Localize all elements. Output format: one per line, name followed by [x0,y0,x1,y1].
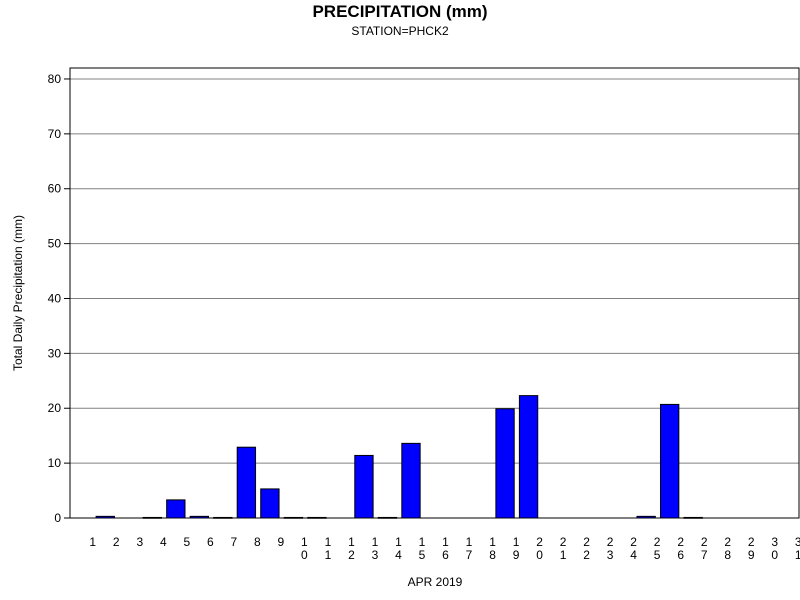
bar-day-20 [518,395,539,519]
y-tick-label: 80 [48,72,62,86]
y-tick-label: 40 [48,291,62,305]
chart-subtitle: STATION=PHCK2 [351,24,449,38]
x-tick-label: 4 [160,535,167,549]
bars [95,395,703,519]
y-axis-label: Total Daily Precipitation (mm) [11,215,25,371]
y-axis: 0 10 20 30 40 50 60 70 80 [48,72,70,525]
bar-day-19 [495,408,515,519]
x-tick-label: 2 [113,535,120,549]
y-tick-label: 30 [48,346,62,360]
grid-lines [70,78,799,464]
y-tick-label: 20 [48,401,62,415]
bar-day-27 [683,516,703,519]
plot-frame [69,67,800,519]
bar-day-8 [236,446,257,519]
y-tick-label: 60 [48,182,62,196]
bar-day-15 [401,442,421,519]
y-tick-label: 50 [48,237,62,251]
y-tick-label: 70 [48,127,62,141]
bar-day-5 [166,499,186,519]
bar-day-25 [636,515,656,519]
bar-day-14 [377,516,398,519]
x-axis-label: APR 2019 [408,575,463,589]
bar-day-4 [142,516,162,519]
bar-day-10 [283,516,304,519]
bar-day-2 [95,515,115,519]
x-tick-label: 7 [231,535,238,549]
y-tick-label: 10 [48,456,62,470]
chart-title: PRECIPITATION (mm) [312,2,487,21]
bar-day-13 [354,454,374,519]
x-axis: 1 2 3 4 5 6 7 8 9 1 01 11 21 31 41 51 61 71 81 92 02 12 22 32 42… [89,535,800,562]
bar-day-26 [659,403,680,519]
x-tick-label: 5 [183,535,190,549]
y-tick-label: 0 [54,511,61,525]
x-tick-label: 9 [278,535,285,549]
x-tick-label: 3 [136,535,143,549]
x-tick-label: 6 [207,535,214,549]
bar-day-9 [260,488,280,519]
bar-day-11 [307,516,327,519]
bar-day-6 [189,515,210,519]
bar-day-7 [213,516,233,519]
x-tick-label: 1 [89,535,96,549]
x-tick-label: 8 [254,535,261,549]
